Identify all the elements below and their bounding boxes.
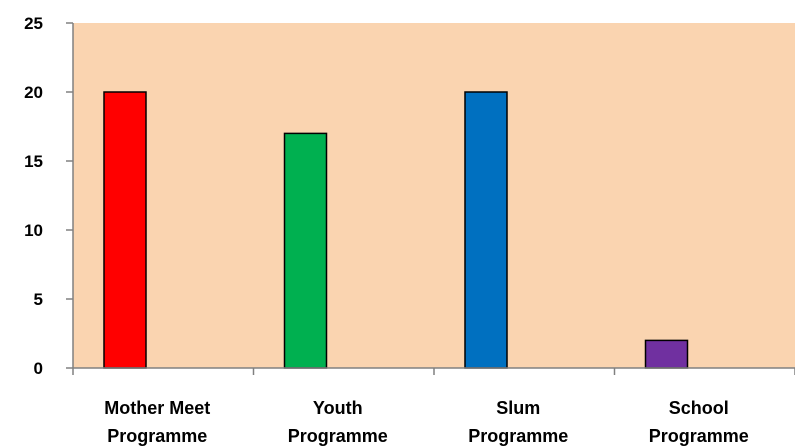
x-category-label: Programme [107, 426, 207, 446]
x-tick-marks [72, 368, 795, 375]
y-tick-label: 20 [24, 83, 43, 102]
bar [464, 91, 508, 369]
x-category-labels: Mother Meet Programme Youth Programme Slum Pr… [104, 398, 749, 446]
y-tick-label: 25 [24, 14, 43, 33]
x-category-label: Youth [313, 398, 363, 418]
y-tick-label: 5 [34, 290, 43, 309]
x-category-label: Mother Meet [104, 398, 210, 418]
x-category-label: Programme [468, 426, 568, 446]
x-category-label: Programme [649, 426, 749, 446]
bar [103, 91, 147, 369]
x-category-label: Slum [496, 398, 540, 418]
y-tick-label: 15 [24, 152, 43, 171]
bars-group [103, 91, 689, 369]
x-category-label: School [669, 398, 729, 418]
plot-area [73, 23, 795, 368]
y-tick-labels: 0 5 10 15 20 25 [24, 14, 43, 378]
x-category-label: Programme [288, 426, 388, 446]
y-tick-label: 0 [34, 359, 43, 378]
y-tick-label: 10 [24, 221, 43, 240]
bar [644, 339, 689, 369]
bar [283, 132, 328, 369]
y-tick-marks [66, 22, 73, 369]
